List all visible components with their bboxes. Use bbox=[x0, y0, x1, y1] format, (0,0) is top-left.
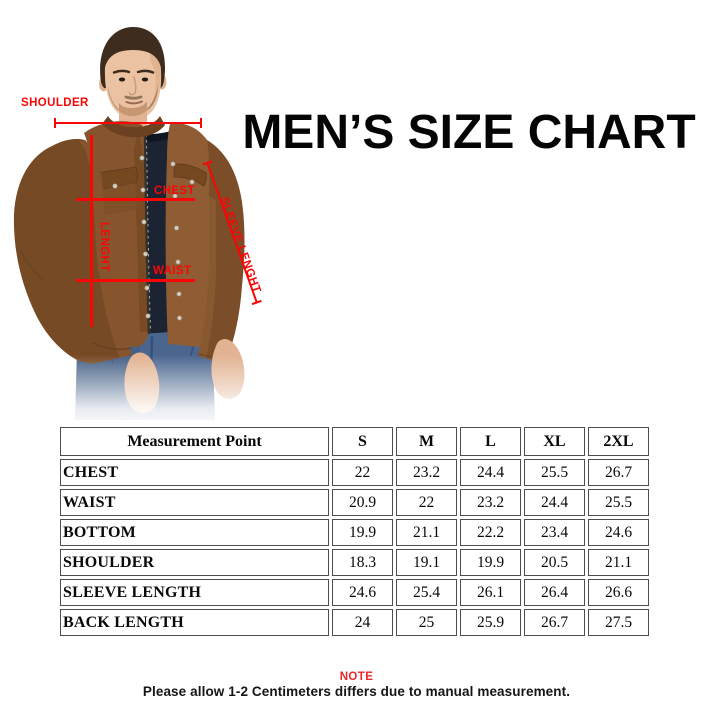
jacket bbox=[13, 116, 245, 364]
measure-tick bbox=[200, 118, 202, 128]
cell-shoulder-2xl: 21.1 bbox=[588, 549, 649, 576]
row-label-sleeve-length: SLEEVE LENGTH bbox=[60, 579, 329, 606]
cell-shoulder-s: 18.3 bbox=[332, 549, 393, 576]
chest-measure-line bbox=[76, 198, 195, 201]
row-label-back-length: BACK LENGTH bbox=[60, 609, 329, 636]
cell-waist-m: 22 bbox=[396, 489, 457, 516]
header-measurement-point: Measurement Point bbox=[60, 427, 329, 456]
table-row-bottom: BOTTOM 19.9 21.1 22.2 23.4 24.6 bbox=[60, 519, 649, 546]
table-row-shoulder: SHOULDER 18.3 19.1 19.9 20.5 21.1 bbox=[60, 549, 649, 576]
cell-shoulder-m: 19.1 bbox=[396, 549, 457, 576]
cell-waist-2xl: 25.5 bbox=[588, 489, 649, 516]
cell-chest-xl: 25.5 bbox=[524, 459, 585, 486]
cell-waist-l: 23.2 bbox=[460, 489, 521, 516]
shoulder-measure-line bbox=[54, 118, 202, 128]
man-illustration bbox=[0, 27, 290, 430]
row-label-waist: WAIST bbox=[60, 489, 329, 516]
cell-back-m: 25 bbox=[396, 609, 457, 636]
table-row-chest: CHEST 22 23.2 24.4 25.5 26.7 bbox=[60, 459, 649, 486]
cell-sleeve-2xl: 26.6 bbox=[588, 579, 649, 606]
header-size-2xl: 2XL bbox=[588, 427, 649, 456]
waist-annotation-label: WAIST bbox=[153, 265, 192, 277]
table-header-row: Measurement Point S M L XL 2XL bbox=[60, 427, 649, 456]
cell-shoulder-l: 19.9 bbox=[460, 549, 521, 576]
row-label-bottom: BOTTOM bbox=[60, 519, 329, 546]
cell-chest-2xl: 26.7 bbox=[588, 459, 649, 486]
table-row-back-length: BACK LENGTH 24 25 25.9 26.7 27.5 bbox=[60, 609, 649, 636]
cell-sleeve-xl: 26.4 bbox=[524, 579, 585, 606]
cell-chest-m: 23.2 bbox=[396, 459, 457, 486]
cell-chest-l: 24.4 bbox=[460, 459, 521, 486]
note-text: Please allow 1-2 Centimeters differs due… bbox=[142, 684, 571, 699]
row-label-shoulder: SHOULDER bbox=[60, 549, 329, 576]
cell-bottom-l: 22.2 bbox=[460, 519, 521, 546]
cell-back-xl: 26.7 bbox=[524, 609, 585, 636]
cell-chest-s: 22 bbox=[332, 459, 393, 486]
shoulder-annotation-label: SHOULDER bbox=[21, 97, 89, 109]
cell-bottom-xl: 23.4 bbox=[524, 519, 585, 546]
cell-back-s: 24 bbox=[332, 609, 393, 636]
page-title: MEN’S SIZE CHART bbox=[242, 106, 696, 159]
length-measure-line bbox=[90, 135, 93, 327]
cell-sleeve-m: 25.4 bbox=[396, 579, 457, 606]
measure-tick bbox=[54, 118, 56, 128]
length-annotation-label: LENGHT bbox=[98, 222, 110, 272]
cell-waist-xl: 24.4 bbox=[524, 489, 585, 516]
header-size-s: S bbox=[332, 427, 393, 456]
table-row-waist: WAIST 20.9 22 23.2 24.4 25.5 bbox=[60, 489, 649, 516]
cell-bottom-2xl: 24.6 bbox=[588, 519, 649, 546]
table-row-sleeve-length: SLEEVE LENGTH 24.6 25.4 26.1 26.4 26.6 bbox=[60, 579, 649, 606]
size-table: Measurement Point S M L XL 2XL CHEST 22 … bbox=[57, 424, 652, 639]
row-label-chest: CHEST bbox=[60, 459, 329, 486]
cell-sleeve-l: 26.1 bbox=[460, 579, 521, 606]
cell-bottom-m: 21.1 bbox=[396, 519, 457, 546]
waist-measure-line bbox=[76, 279, 195, 282]
model-photo: SHOULDER CHEST LENGHT WAIST SLEEVE LENGH… bbox=[0, 0, 290, 430]
header-size-m: M bbox=[396, 427, 457, 456]
chest-annotation-label: CHEST bbox=[154, 185, 195, 197]
cell-back-2xl: 27.5 bbox=[588, 609, 649, 636]
note-label: NOTE bbox=[339, 671, 374, 683]
cell-bottom-s: 19.9 bbox=[332, 519, 393, 546]
photo-fade bbox=[0, 355, 290, 430]
cell-shoulder-xl: 20.5 bbox=[524, 549, 585, 576]
header-size-l: L bbox=[460, 427, 521, 456]
cell-waist-s: 20.9 bbox=[332, 489, 393, 516]
cell-sleeve-s: 24.6 bbox=[332, 579, 393, 606]
cell-back-l: 25.9 bbox=[460, 609, 521, 636]
header-size-xl: XL bbox=[524, 427, 585, 456]
